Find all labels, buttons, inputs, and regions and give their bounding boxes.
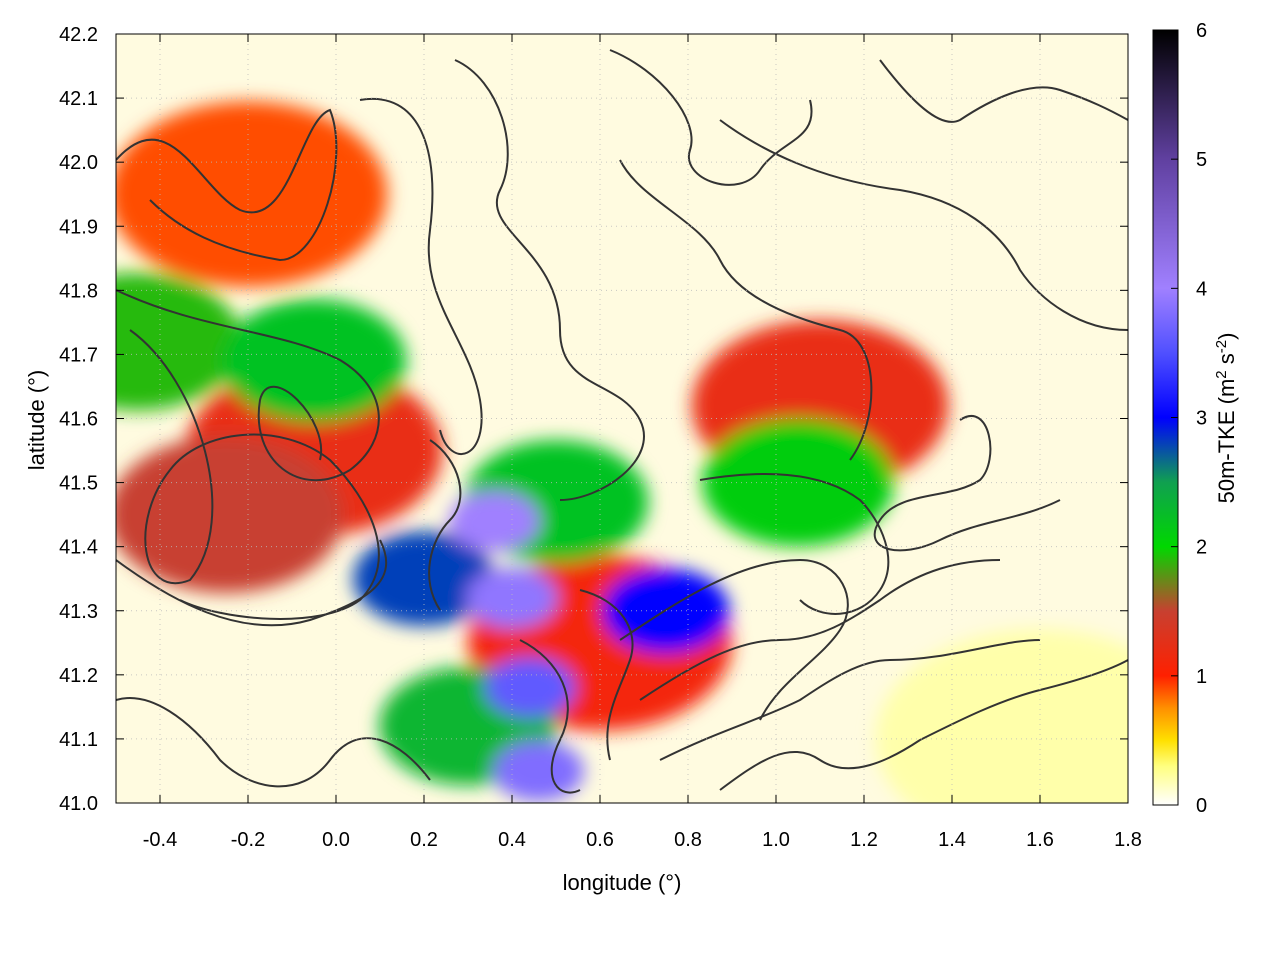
tke-cell: [221, 299, 407, 423]
colorbar-tick-label: 0: [1196, 795, 1207, 817]
y-tick-label: 41.6: [59, 409, 98, 431]
tke-cell: [116, 436, 344, 594]
colorbar-tick-label: 6: [1196, 20, 1207, 42]
x-tick-label: 0.4: [498, 829, 526, 851]
y-axis: 41.0 41.1 41.2 41.3 41.4 41.5 41.6 41.7 41.8 41.9…: [59, 24, 1128, 815]
tke-cell: [116, 272, 242, 411]
y-tick-label: 41.5: [59, 473, 98, 495]
y-tick-label: 41.3: [59, 601, 98, 623]
y-tick-label: 41.9: [59, 216, 98, 238]
x-tick-label: 1.6: [1026, 829, 1054, 851]
tke-cell: [466, 567, 558, 629]
tke-cell: [875, 629, 1128, 803]
tke-cell: [448, 490, 540, 552]
x-tick-label: 1.0: [762, 829, 790, 851]
colorbar-tick-label: 2: [1196, 537, 1207, 559]
tke-cell: [353, 531, 495, 626]
x-tick-label: -0.2: [231, 829, 265, 851]
x-tick-label: 1.2: [850, 829, 878, 851]
colorbar-label: 50m-TKE (m2 s-2): [1213, 333, 1239, 504]
x-tick-label: 0.2: [410, 829, 438, 851]
tke-cell: [702, 418, 894, 547]
y-tick-label: 42.0: [59, 152, 98, 174]
y-tick-label: 41.7: [59, 344, 98, 366]
y-tick-label: 41.2: [59, 665, 98, 687]
y-tick-label: 41.0: [59, 793, 98, 815]
y-tick-label: 41.8: [59, 280, 98, 302]
x-axis-label: longitude (°): [563, 870, 682, 895]
tke-field: [116, 101, 1128, 803]
tke-cell: [483, 657, 576, 719]
x-tick-label: 0.8: [674, 829, 702, 851]
y-tick-label: 42.1: [59, 88, 98, 110]
y-tick-label: 42.2: [59, 24, 98, 46]
tke-cell: [116, 101, 388, 287]
terrain-contours: [116, 49, 1128, 794]
colorbar-tick-label: 4: [1196, 278, 1207, 300]
y-tick-label: 41.4: [59, 537, 98, 559]
colorbar-tick-label: 5: [1196, 149, 1207, 171]
x-tick-label: 0.0: [322, 829, 350, 851]
y-tick-label: 41.1: [59, 729, 98, 751]
x-axis: -0.4 -0.2 0.0 0.2 0.4 0.6 0.8 1.0 1.2 1.4 1.6 1.8: [143, 34, 1142, 851]
colorbar-tick-label: 3: [1196, 408, 1207, 430]
x-tick-label: 1.8: [1114, 829, 1142, 851]
colorbar-axis: 0 1 2 3 4 5 6: [1171, 20, 1207, 817]
tke-cell: [492, 740, 584, 802]
y-axis-label: latitude (°): [24, 370, 49, 471]
colorbar-tick-label: 1: [1196, 666, 1207, 688]
x-tick-label: -0.4: [143, 829, 177, 851]
x-tick-label: 0.6: [586, 829, 614, 851]
x-tick-label: 1.4: [938, 829, 966, 851]
